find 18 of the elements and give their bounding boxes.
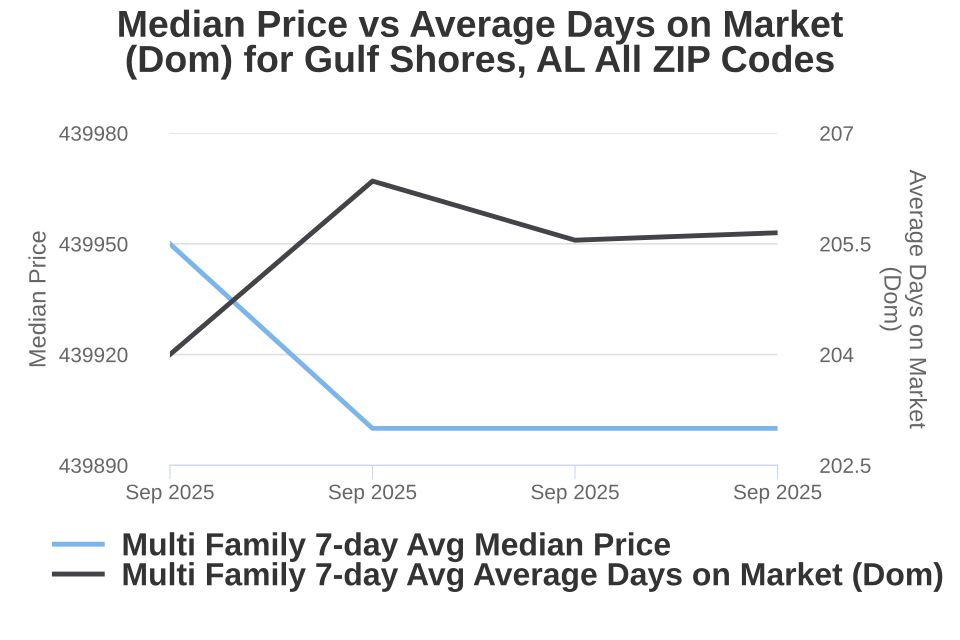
- y2-axis-title: Average Days on Market (Dom): [880, 170, 927, 429]
- y2-tick-label: 207: [820, 126, 853, 141]
- y2-tick-label: 204: [820, 348, 854, 362]
- y2-tick-label: 202.5: [820, 458, 871, 474]
- line-series: [170, 178, 778, 357]
- legend-label: Multi Family 7-day Avg Median Price: [124, 532, 670, 562]
- y-tick-label: 439920: [59, 348, 128, 362]
- x-tick-label: Sep 2025: [126, 484, 214, 504]
- y-tick-label: 439950: [59, 236, 128, 252]
- x-tick-label: Sep 2025: [531, 484, 619, 504]
- x-tick-label: Sep 2025: [734, 484, 822, 504]
- y-tick-label: 439890: [59, 458, 128, 474]
- chart-title: Median Price vs Average Days on Market (Dom) for Gulf Shores, AL All ZIP Codes: [119, 10, 843, 80]
- y2-tick-label: 205.5: [820, 236, 871, 252]
- y-axis-title: Median Price: [28, 231, 46, 366]
- x-tick-label: Sep 2025: [328, 484, 416, 504]
- legend-label: Multi Family 7-day Avg Average Days on Market (Dom): [124, 562, 942, 592]
- y-tick-label: 439980: [59, 126, 128, 141]
